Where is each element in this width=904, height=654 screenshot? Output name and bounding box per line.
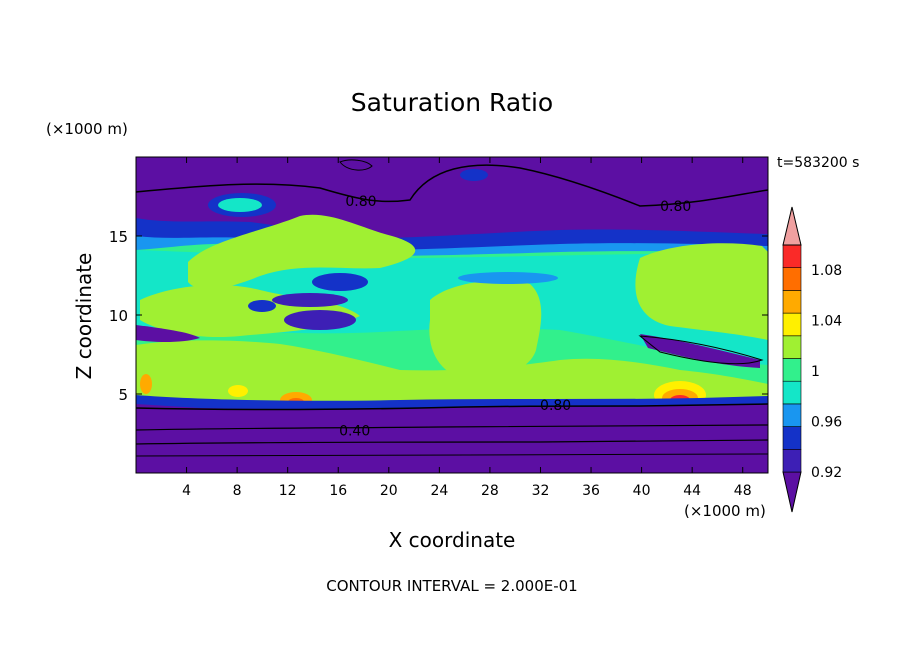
colorbar-overflow xyxy=(782,206,802,246)
x-tick-label: 20 xyxy=(380,483,398,499)
colorbar-box xyxy=(782,403,802,427)
x-tick-label: 4 xyxy=(182,483,191,499)
colorbar-box xyxy=(782,358,802,382)
x-tick-label: 40 xyxy=(633,483,651,499)
colorbar-underflow xyxy=(782,471,802,513)
x-tick-label: 12 xyxy=(279,483,297,499)
x-tick-label: 36 xyxy=(582,483,600,499)
x-axis-label: X coordinate xyxy=(388,528,516,552)
contour-label: 0.80 xyxy=(345,194,376,210)
y-tick-label: 5 xyxy=(118,386,128,404)
x-tick-label: 24 xyxy=(430,483,448,499)
x-tick-label: 16 xyxy=(329,483,347,499)
saturation-field xyxy=(136,157,768,473)
x-tick-label: 48 xyxy=(734,483,752,499)
colorbar-box xyxy=(782,426,802,450)
x-tick-label: 8 xyxy=(233,483,242,499)
colorbar-tick-label: 0.92 xyxy=(811,465,842,481)
x-axis-unit: (×1000 m) xyxy=(684,502,766,520)
colorbar-box xyxy=(782,448,802,473)
x-tick-label: 44 xyxy=(683,483,701,499)
y-tick-label: 10 xyxy=(109,307,128,325)
colorbar-box xyxy=(782,244,802,269)
contour-interval-note: CONTOUR INTERVAL = 2.000E-01 xyxy=(326,577,578,595)
colorbar-box xyxy=(782,312,802,337)
contour-label: 0.80 xyxy=(660,199,691,215)
colorbar-tick-label: 1.08 xyxy=(811,263,842,279)
colorbar-box xyxy=(782,290,802,314)
time-label: t=583200 s xyxy=(777,155,860,171)
x-tick-label: 32 xyxy=(532,483,550,499)
colorbar-tick-label: 0.96 xyxy=(811,415,842,431)
colorbar-box xyxy=(782,335,802,359)
y-tick-label: 15 xyxy=(109,228,128,246)
contour-label: 0.40 xyxy=(339,423,370,439)
x-tick-label: 28 xyxy=(481,483,499,499)
contour-label: 0.80 xyxy=(540,398,571,414)
y-axis-unit: (×1000 m) xyxy=(46,120,128,138)
colorbar-box xyxy=(782,380,802,405)
chart-title: Saturation Ratio xyxy=(350,88,554,117)
colorbar-tick-label: 1.04 xyxy=(811,314,842,330)
colorbar-tick-label: 1 xyxy=(811,364,820,380)
colorbar-box xyxy=(782,267,802,291)
